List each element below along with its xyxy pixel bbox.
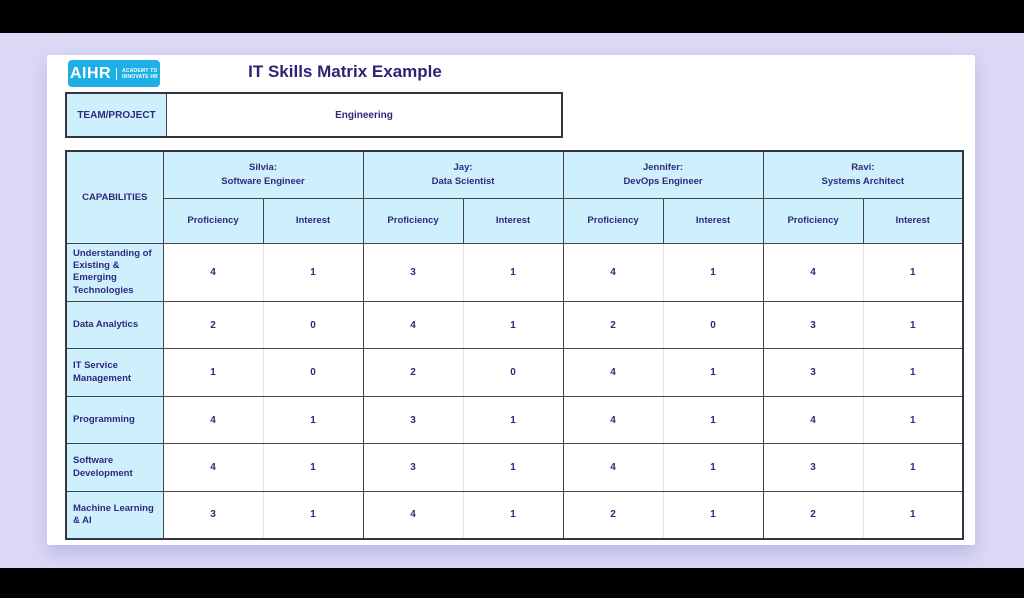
person-header-jennifer: Jennifer: DevOps Engineer [562,150,764,199]
matrix-cell: 0 [262,348,364,397]
matrix-cell: 1 [862,348,964,397]
person-role: Systems Architect [821,175,905,187]
matrix-cell: 3 [762,300,864,350]
matrix-cell: 1 [462,443,564,492]
matrix-cell: 1 [862,242,964,302]
sub-header-interest: Interest [862,197,964,244]
matrix-cell: 3 [362,242,464,302]
matrix-cell: 1 [662,348,764,397]
capabilities-header: CAPABILITIES [65,150,164,244]
person-role: Data Scientist [431,175,495,187]
sub-header-proficiency: Proficiency [562,197,664,244]
matrix-cell: 1 [262,490,364,540]
matrix-cell: 1 [862,300,964,350]
matrix-cell: 2 [562,300,664,350]
capability-label: Machine Learning & AI [65,490,164,540]
capability-label: Software Development [65,443,164,492]
sub-header-proficiency: Proficiency [162,197,264,244]
matrix-cell: 1 [662,490,764,540]
aihr-logo-tagline: ACADEMY TO INNOVATE HR [116,67,158,80]
matrix-cell: 4 [162,242,264,302]
aihr-logo-tagline-line1: ACADEMY TO [122,67,158,74]
letterbox-top [0,0,1024,33]
sub-header-interest: Interest [262,197,364,244]
matrix-cell: 2 [762,490,864,540]
matrix-cell: 1 [862,443,964,492]
matrix-cell: 3 [762,443,864,492]
matrix-cell: 1 [462,242,564,302]
matrix-cell: 4 [162,443,264,492]
team-project-label: TEAM/PROJECT [65,92,167,138]
aihr-logo-text: AIHR [69,64,112,82]
person-header-jay: Jay: Data Scientist [362,150,564,199]
person-header-silvia: Silvia: Software Engineer [162,150,364,199]
table-row: Software Development 4 1 3 1 4 1 3 1 [65,443,964,492]
team-project-value: Engineering [166,92,563,138]
table-row: IT Service Management 1 0 2 0 4 1 3 1 [65,348,964,397]
matrix-cell: 1 [462,300,564,350]
matrix-cell: 4 [562,242,664,302]
matrix-cell: 4 [762,242,864,302]
matrix-cell: 3 [362,443,464,492]
matrix-cell: 4 [162,395,264,445]
matrix-cell: 3 [762,348,864,397]
matrix-cell: 4 [362,300,464,350]
sub-header-row: Proficiency Interest Proficiency Interes… [66,197,964,244]
matrix-cell: 4 [562,395,664,445]
table-row: Understanding of Existing & Emerging Tec… [65,242,964,302]
matrix-cell: 1 [862,395,964,445]
matrix-cell: 4 [762,395,864,445]
matrix-cell: 3 [362,395,464,445]
matrix-cell: 3 [162,490,264,540]
page-background: AIHR ACADEMY TO INNOVATE HR IT Skills Ma… [0,33,1024,568]
matrix-cell: 0 [262,300,364,350]
table-row: Data Analytics 2 0 4 1 2 0 3 1 [65,300,964,350]
letterbox-bottom [0,568,1024,598]
capability-label: IT Service Management [65,348,164,397]
matrix-cell: 2 [162,300,264,350]
matrix-cell: 4 [562,443,664,492]
person-name: Ravi: [851,161,875,173]
sub-header-proficiency: Proficiency [362,197,464,244]
matrix-cell: 1 [862,490,964,540]
matrix-cell: 4 [362,490,464,540]
aihr-logo-tagline-line2: INNOVATE HR [122,73,158,80]
table-row: Programming 4 1 3 1 4 1 4 1 [65,395,964,445]
skills-matrix-card: AIHR ACADEMY TO INNOVATE HR IT Skills Ma… [47,55,975,545]
table-row: Machine Learning & AI 3 1 4 1 2 1 2 1 [65,490,964,540]
matrix-cell: 1 [262,242,364,302]
matrix-cell: 1 [662,242,764,302]
matrix-cell: 1 [262,395,364,445]
team-project-table: TEAM/PROJECT Engineering [65,92,563,138]
matrix-cell: 4 [562,348,664,397]
matrix-cell: 0 [662,300,764,350]
matrix-cell: 1 [662,443,764,492]
matrix-cell: 1 [462,395,564,445]
matrix-cell: 0 [462,348,564,397]
matrix-cell: 1 [162,348,264,397]
person-header-row: CAPABILITIES Silvia: Software Engineer J… [65,150,964,244]
person-name: Silvia: [249,161,277,173]
page-title: IT Skills Matrix Example [248,62,442,81]
matrix-cell: 1 [662,395,764,445]
capability-label: Data Analytics [65,300,164,350]
skills-matrix-table: CAPABILITIES Silvia: Software Engineer J… [65,150,965,540]
person-header-ravi: Ravi: Systems Architect [762,150,964,199]
team-project-row: TEAM/PROJECT Engineering [65,92,563,138]
sub-header-proficiency: Proficiency [762,197,864,244]
person-name: Jennifer: [642,161,684,173]
person-name: Jay: [453,161,473,173]
matrix-cell: 1 [462,490,564,540]
aihr-logo: AIHR ACADEMY TO INNOVATE HR [68,60,160,87]
person-role: DevOps Engineer [623,175,703,187]
person-role: Software Engineer [221,175,305,187]
sub-header-interest: Interest [662,197,764,244]
sub-header-interest: Interest [462,197,564,244]
capability-label: Understanding of Existing & Emerging Tec… [65,242,164,302]
matrix-cell: 2 [562,490,664,540]
matrix-cell: 1 [262,443,364,492]
matrix-cell: 2 [362,348,464,397]
capability-label: Programming [65,395,164,445]
